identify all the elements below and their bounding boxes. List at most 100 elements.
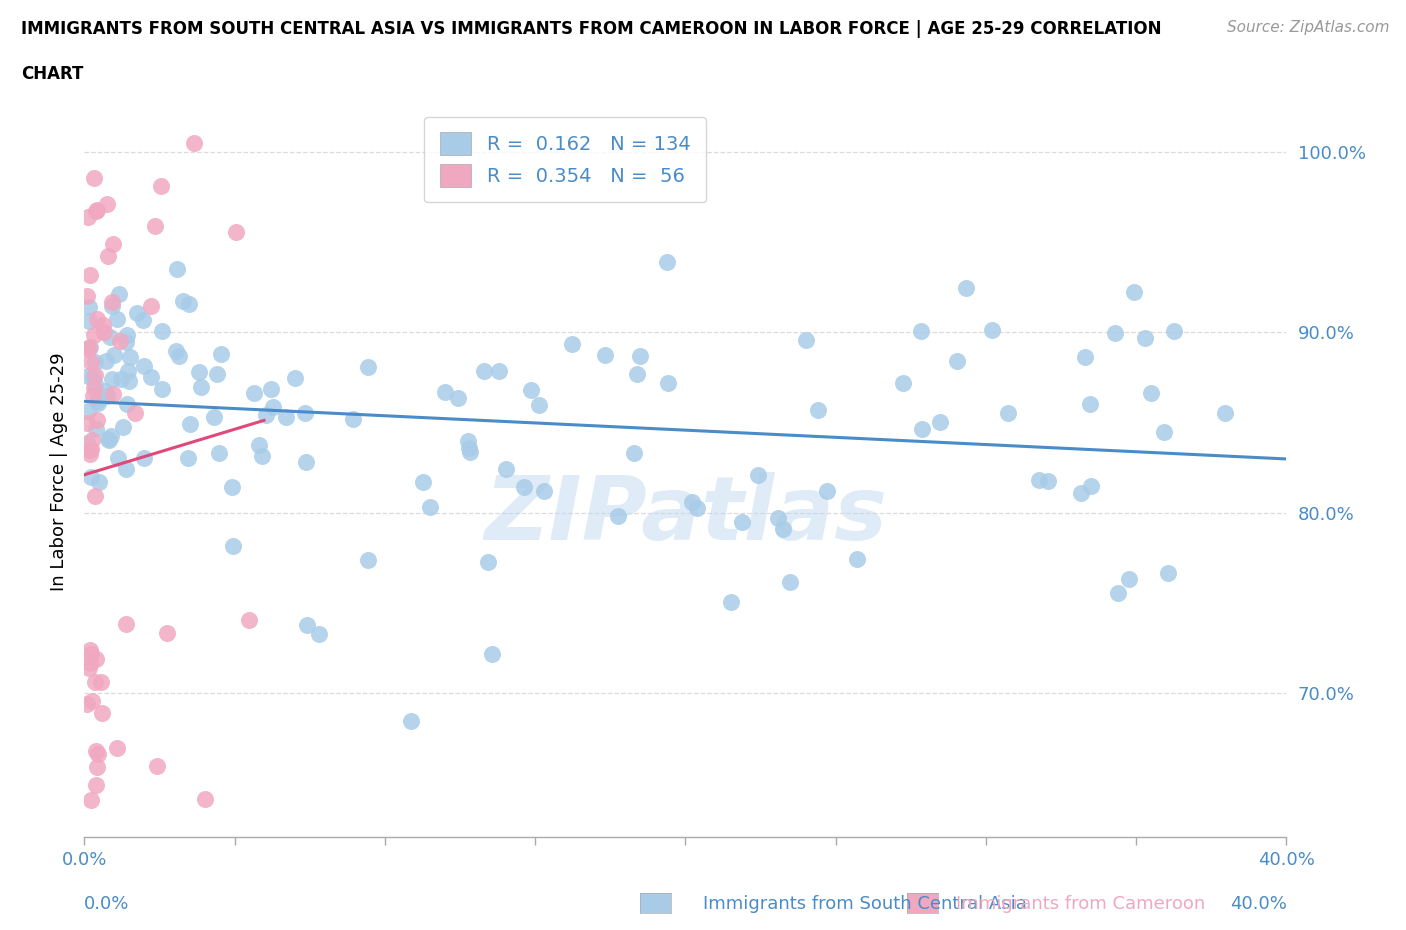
Point xyxy=(124,405,146,420)
Point xyxy=(150,324,173,339)
Point xyxy=(84,422,107,437)
Point xyxy=(90,705,112,720)
Point xyxy=(167,349,190,364)
Point xyxy=(685,500,707,515)
Point xyxy=(115,328,138,343)
Point xyxy=(79,656,101,671)
Point xyxy=(80,354,103,369)
Point xyxy=(893,376,915,391)
Point xyxy=(176,450,198,465)
Point xyxy=(107,287,129,302)
Point xyxy=(294,454,316,469)
Point xyxy=(84,777,107,792)
Point xyxy=(997,406,1019,421)
Point xyxy=(208,445,231,460)
Point xyxy=(204,409,226,424)
Point xyxy=(77,340,100,355)
Point xyxy=(209,346,232,361)
Point xyxy=(107,740,129,755)
Point xyxy=(1107,585,1129,600)
Point xyxy=(76,435,98,450)
Point xyxy=(731,514,754,529)
Point xyxy=(111,419,134,434)
Point xyxy=(77,368,100,383)
Point xyxy=(194,791,217,806)
Point xyxy=(132,359,155,374)
Point xyxy=(274,409,297,424)
Point xyxy=(242,386,264,401)
Point xyxy=(1080,478,1102,493)
Point xyxy=(1028,472,1050,487)
Point xyxy=(177,297,200,312)
Point xyxy=(150,179,173,193)
Point xyxy=(772,522,794,537)
Point xyxy=(110,371,132,386)
Point xyxy=(80,646,103,661)
Point xyxy=(103,347,125,362)
Point xyxy=(87,474,110,489)
Point xyxy=(84,743,107,758)
Point xyxy=(190,379,212,394)
Point xyxy=(132,451,155,466)
Point xyxy=(1074,349,1097,364)
Point xyxy=(357,360,380,375)
Point xyxy=(561,337,583,352)
Point xyxy=(911,422,934,437)
Point xyxy=(82,389,104,404)
Point xyxy=(295,618,318,632)
Point xyxy=(79,446,101,461)
Point xyxy=(472,364,495,379)
Point xyxy=(117,364,139,379)
Point xyxy=(945,353,967,368)
Point xyxy=(141,299,163,313)
Point xyxy=(457,433,479,448)
Point xyxy=(96,388,118,403)
Point xyxy=(107,450,129,465)
Point xyxy=(91,318,114,333)
Point xyxy=(1070,485,1092,500)
Point xyxy=(1163,324,1185,339)
Point xyxy=(1078,396,1101,411)
Point xyxy=(86,413,108,428)
Point xyxy=(86,203,108,218)
Point xyxy=(166,261,188,276)
Point xyxy=(623,445,645,460)
Point xyxy=(76,416,98,431)
Point xyxy=(238,613,260,628)
Point xyxy=(96,353,118,368)
Point xyxy=(83,377,105,392)
Text: ZIPatlas: ZIPatlas xyxy=(484,472,887,559)
Point xyxy=(779,574,801,589)
Point xyxy=(225,224,247,239)
Point xyxy=(83,380,105,395)
Point xyxy=(98,329,121,344)
Text: Immigrants from South Central Asia: Immigrants from South Central Asia xyxy=(703,895,1026,913)
Text: Immigrants from Cameroon: Immigrants from Cameroon xyxy=(956,895,1205,913)
Point xyxy=(83,675,105,690)
Point xyxy=(628,349,651,364)
Point xyxy=(188,365,211,379)
Point xyxy=(796,333,818,348)
Point xyxy=(520,383,543,398)
Point xyxy=(533,483,555,498)
Point xyxy=(100,429,122,444)
Point xyxy=(357,552,380,567)
Point xyxy=(76,697,98,711)
Point xyxy=(1135,330,1157,345)
Point xyxy=(626,366,648,381)
Point xyxy=(1038,473,1060,488)
Point xyxy=(97,248,120,263)
Point xyxy=(83,367,105,382)
Point xyxy=(79,267,101,282)
Point xyxy=(655,255,678,270)
Point xyxy=(183,136,205,151)
Point xyxy=(114,462,136,477)
Point xyxy=(101,299,124,313)
Point xyxy=(79,443,101,458)
Point xyxy=(165,343,187,358)
Point xyxy=(80,693,103,708)
Point xyxy=(80,470,103,485)
Text: Source: ZipAtlas.com: Source: ZipAtlas.com xyxy=(1226,20,1389,35)
Point xyxy=(143,219,166,233)
Point xyxy=(807,403,830,418)
